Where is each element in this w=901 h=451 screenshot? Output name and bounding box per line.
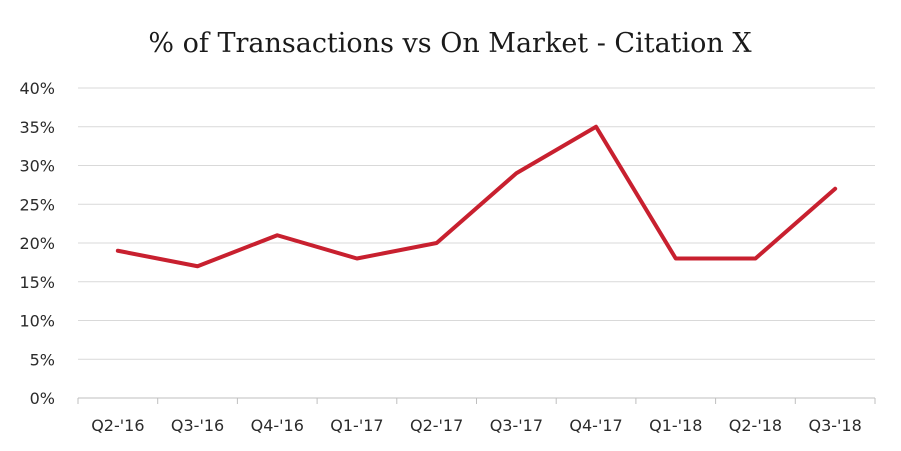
series-layer	[115, 124, 838, 269]
data-point	[117, 250, 119, 252]
series-line	[115, 124, 838, 269]
x-tick-label: Q4-'17	[569, 416, 622, 435]
x-tick-label: Q4-'16	[251, 416, 304, 435]
data-point	[436, 242, 438, 244]
y-tick-label: 35%	[19, 118, 55, 137]
y-tick-label: 10%	[19, 312, 55, 331]
data-point	[675, 258, 677, 259]
x-tick-label: Q2-'17	[410, 416, 463, 435]
y-tick-label: 30%	[19, 157, 55, 176]
y-axis-ticks: 0% 5% 10% 15% 20% 25% 30% 35% 40%	[19, 79, 55, 408]
y-tick-label: 40%	[19, 79, 55, 98]
gridlines	[78, 87, 875, 360]
y-tick-label: 25%	[19, 195, 55, 214]
x-tick-label: Q1-'17	[330, 416, 383, 435]
y-tick-label: 20%	[19, 234, 55, 253]
data-point	[276, 234, 278, 236]
y-tick-label: 15%	[19, 273, 55, 292]
x-tick-label: Q3-'17	[490, 416, 543, 435]
data-point	[754, 258, 756, 259]
x-tick-label: Q3-'16	[171, 416, 224, 435]
x-tick-label: Q1-'18	[649, 416, 702, 435]
y-tick-label: 0%	[30, 389, 55, 408]
x-tick-label: Q3-'18	[808, 416, 861, 435]
x-tick-label: Q2-'18	[729, 416, 782, 435]
data-point	[595, 126, 597, 128]
chart-title: % of Transactions vs On Market - Citatio…	[148, 28, 752, 59]
data-point	[834, 188, 836, 190]
data-point	[197, 265, 199, 267]
x-axis-ticks: Q2-'16 Q3-'16 Q4-'16 Q1-'17 Q2-'17 Q3-'17 Q4-'…	[77, 398, 876, 435]
data-point	[356, 258, 358, 259]
data-point	[515, 172, 517, 174]
y-tick-label: 5%	[30, 350, 55, 369]
x-tick-label: Q2-'16	[91, 416, 144, 435]
